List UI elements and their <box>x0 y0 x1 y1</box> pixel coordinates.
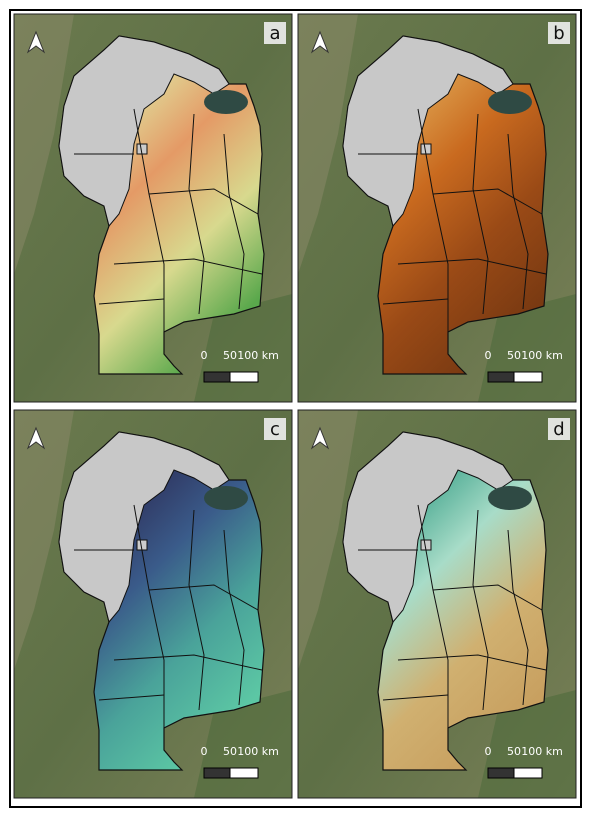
terrain-patch <box>298 410 358 670</box>
scale-bar-label: 50 <box>507 745 521 758</box>
department-boundary <box>133 108 165 332</box>
department-boundary <box>397 258 547 275</box>
no-data-area <box>342 431 514 624</box>
terrain-patch <box>298 14 358 274</box>
department-boundary <box>223 529 245 706</box>
scale-bar-segment <box>203 371 231 383</box>
panel-label: a <box>269 23 280 44</box>
department-boundary <box>472 509 489 711</box>
panel-frame <box>297 409 577 799</box>
panel-label-box <box>548 418 570 440</box>
north-arrow <box>310 30 330 54</box>
panel-label-box <box>264 418 286 440</box>
scale-bar-segment <box>229 767 259 779</box>
scale-bar-label: 0 <box>485 349 492 362</box>
lake <box>488 486 532 510</box>
lake <box>204 90 248 114</box>
scale-bar-label: 50 <box>223 349 237 362</box>
department-boundary <box>507 133 529 310</box>
department-boundary <box>148 188 259 215</box>
panel-frame <box>13 409 293 799</box>
department-boundary <box>382 298 449 305</box>
department-boundary <box>432 188 543 215</box>
no-data-area <box>58 35 230 228</box>
terrain-patch <box>14 14 74 274</box>
department-boundary <box>507 529 529 706</box>
scale-bar-label: 0 <box>485 745 492 758</box>
panel-label: c <box>270 419 280 440</box>
scale-bar-segment <box>487 371 515 383</box>
scale-bar-label: 0 <box>201 745 208 758</box>
lake <box>204 486 248 510</box>
map-panel: d 0 50 100 km <box>297 409 577 799</box>
department-boundary <box>382 694 449 701</box>
scale-bar-label: 100 km <box>237 349 279 362</box>
map-panel: a 0 50 100 km <box>13 13 293 403</box>
scale-bar-segment <box>513 371 543 383</box>
scale-bar-label: 100 km <box>237 745 279 758</box>
north-arrow <box>310 426 330 450</box>
north-arrow <box>26 30 46 54</box>
scale-bar-segment <box>229 371 259 383</box>
scale-bar-label: 50 <box>223 745 237 758</box>
scale-bar-segment <box>513 767 543 779</box>
panel-frame <box>13 13 293 403</box>
department-boundary <box>188 113 205 315</box>
department-boundary <box>113 258 263 275</box>
department-boundary <box>188 509 205 711</box>
scale-bar-label: 0 <box>201 349 208 362</box>
map-panel: b 0 50 100 km <box>297 13 577 403</box>
no-data-area <box>58 431 230 624</box>
department-boundary <box>223 133 245 310</box>
north-arrow <box>26 426 46 450</box>
department-boundary <box>432 584 543 611</box>
terrain-patch <box>14 410 74 670</box>
lake <box>488 90 532 114</box>
panel-label-box <box>548 22 570 44</box>
scale-bar-label: 100 km <box>521 745 563 758</box>
panel-label-box <box>264 22 286 44</box>
panel-label: d <box>553 419 564 440</box>
scale-bar-segment <box>487 767 515 779</box>
scale-bar-label: 50 <box>507 349 521 362</box>
department-boundary <box>417 108 449 332</box>
department-boundary <box>148 584 259 611</box>
department-boundary <box>113 654 263 671</box>
department-boundary <box>98 298 165 305</box>
no-data-area <box>342 35 514 228</box>
scale-bar-label: 100 km <box>521 349 563 362</box>
department-boundary <box>472 113 489 315</box>
department-boundary <box>133 504 165 728</box>
department-boundary <box>98 694 165 701</box>
department-boundary <box>417 504 449 728</box>
panel-label: b <box>553 23 564 44</box>
panel-frame <box>297 13 577 403</box>
scale-bar-segment <box>203 767 231 779</box>
map-panel: c 0 50 100 km <box>13 409 293 799</box>
department-boundary <box>397 654 547 671</box>
